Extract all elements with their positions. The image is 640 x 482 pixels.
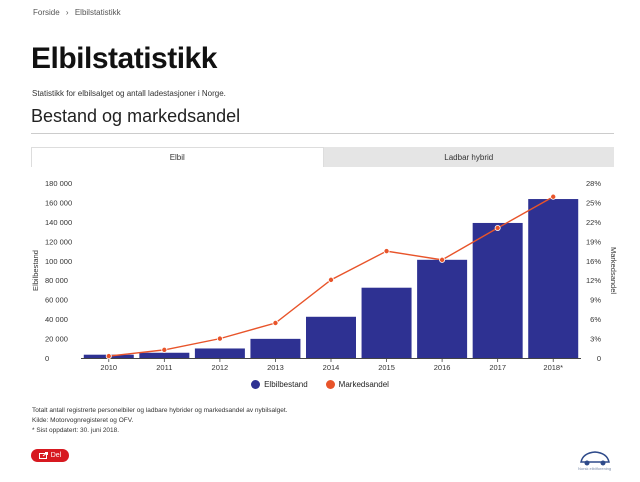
share-icon [38, 452, 48, 459]
markedsandel-point-2012 [216, 335, 223, 342]
x-tick-label: 2017 [489, 363, 506, 372]
legend-dot-markedsandel [325, 380, 335, 389]
y-axis-title: Elbilbestand [31, 250, 40, 291]
y-tick-label: 80 000 [45, 276, 68, 285]
x-tick-label: 2012 [212, 363, 229, 372]
legend-item-markedsandel[interactable]: Markedsandel [325, 380, 389, 389]
y2-tick-label: 16% [586, 257, 601, 266]
tab-ladbar-hybrid[interactable]: Ladbar hybrid [323, 147, 614, 167]
logo-text: Norsk elbilforening [578, 466, 612, 471]
footnotes: Totalt antall registrerte personelbiler … [32, 406, 287, 436]
markedsandel-point-2011 [161, 346, 168, 353]
bar-2015 [361, 287, 412, 358]
y2-tick-label: 28% [586, 179, 601, 188]
markedsandel-point-2016 [439, 256, 446, 263]
markedsandel-point-2013 [272, 319, 279, 326]
markedsandel-point-2015 [383, 248, 390, 255]
x-tick-label: 2016 [434, 363, 451, 372]
page-title: Elbilstatistikk [31, 42, 217, 75]
y2-tick-label: 22% [586, 218, 601, 227]
page-intro: Statistikk for elbilsalget og antall lad… [32, 89, 226, 98]
y2-tick-label: 19% [586, 237, 601, 246]
y-tick-label: 0 [45, 354, 49, 363]
y-tick-label: 60 000 [45, 296, 68, 305]
y2-tick-label: 0 [597, 354, 601, 363]
bar-2012 [194, 348, 245, 358]
section-title: Bestand og markedsandel [31, 106, 241, 126]
x-tick-label: 2015 [378, 363, 395, 372]
x-tick-label: 2018* [543, 363, 563, 372]
legend-label-markedsandel: Markedsandel [338, 380, 389, 389]
y-tick-label: 40 000 [45, 315, 68, 324]
car-logo-icon [580, 451, 610, 466]
bar-2017 [472, 222, 523, 358]
y-tick-label: 140 000 [45, 218, 72, 227]
y-tick-label: 180 000 [45, 179, 72, 188]
x-tick-label: 2011 [156, 363, 172, 372]
bar-2018 [528, 199, 579, 358]
markedsandel-point-2017 [494, 224, 501, 231]
share-button[interactable]: Del [31, 449, 69, 462]
y2-tick-label: 6% [590, 315, 601, 324]
y-tick-label: 100 000 [45, 257, 72, 266]
y-tick-label: 160 000 [45, 198, 72, 207]
share-label: Del [50, 452, 62, 459]
markedsandel-point-2018 [550, 193, 557, 200]
breadcrumb: Forside › Elbilstatistikk [33, 8, 125, 17]
legend-dot-elbilbestand [251, 380, 261, 389]
markedsandel-point-2010 [105, 353, 112, 360]
tab-elbil[interactable]: Elbil [31, 147, 324, 167]
footnote-description: Totalt antall registrerte personelbiler … [32, 407, 288, 414]
y2-tick-label: 12% [586, 276, 601, 285]
footnote-updated: * Sist oppdatert: 30. juni 2018. [32, 427, 120, 434]
x-tick-label: 2010 [100, 363, 117, 372]
bar-2011 [139, 352, 190, 358]
chart-tabs: Elbil Ladbar hybrid [31, 147, 614, 167]
markedsandel-point-2014 [327, 276, 334, 283]
x-tick-label: 2014 [323, 363, 340, 372]
divider [31, 133, 614, 134]
breadcrumb-separator: › [65, 8, 69, 17]
y-tick-label: 20 000 [45, 335, 68, 344]
x-tick-label: 2013 [267, 363, 284, 372]
breadcrumb-home-link[interactable]: Forside [33, 8, 60, 17]
footnote-source: Kilde: Motorvognregisteret og OFV. [32, 417, 134, 424]
breadcrumb-current: Elbilstatistikk [74, 8, 121, 17]
legend-label-elbilbestand: Elbilbestand [264, 380, 308, 389]
bar-2014 [306, 316, 356, 358]
y2-tick-label: 9% [590, 296, 601, 305]
y2-axis-title: Markedsandel [609, 247, 618, 294]
bar-2013 [250, 338, 301, 358]
y2-tick-label: 3% [590, 335, 601, 344]
bar-2016 [417, 259, 468, 358]
y-tick-label: 120 000 [45, 237, 72, 246]
chart-legend: Elbilbestand Markedsandel [0, 380, 640, 389]
legend-item-elbilbestand[interactable]: Elbilbestand [251, 380, 308, 389]
y2-tick-label: 25% [586, 198, 601, 207]
